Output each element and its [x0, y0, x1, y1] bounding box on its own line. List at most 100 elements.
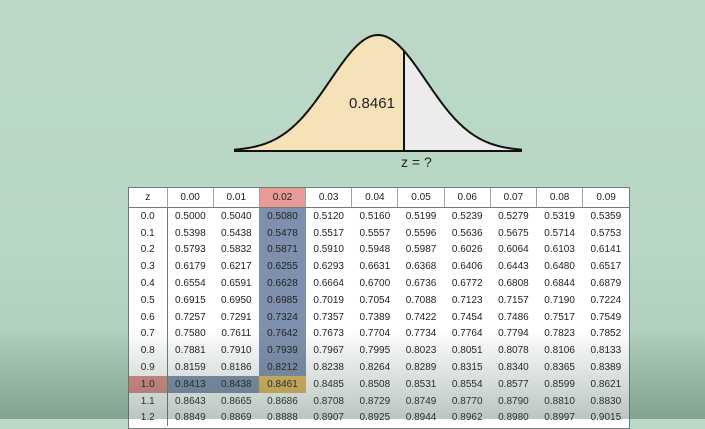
- probability-cell: 0.7995: [359, 345, 391, 357]
- table-row: 0.7 0.7580 0.7611 0.7642 0.7673 0.7704 0.7734 0…: [129, 325, 629, 343]
- probability-cell: 0.7549: [590, 311, 622, 323]
- probability-cell: 0.8554: [451, 378, 483, 390]
- probability-cell: 0.6141: [590, 244, 622, 256]
- probability-cell: 0.5000: [175, 210, 206, 222]
- probability-cell: 0.5199: [405, 210, 437, 222]
- row-z-label: 0.1: [129, 224, 168, 242]
- probability-cell: 0.8315: [451, 362, 483, 374]
- probability-cell: 0.7673: [313, 328, 344, 340]
- probability-cell: 0.7224: [590, 294, 622, 306]
- probability-cell: 0.7357: [313, 311, 344, 323]
- probability-cell: 0.8810: [544, 395, 575, 407]
- probability-cell: 0.8577: [498, 378, 529, 390]
- probability-cell: 0.6879: [590, 278, 622, 290]
- probability-cell: 0.6480: [544, 261, 575, 273]
- probability-cell: 0.5714: [544, 227, 575, 239]
- probability-cell: 0.7517: [544, 311, 575, 323]
- probability-cell: 0.6554: [175, 278, 206, 290]
- probability-cell: 0.8997: [544, 412, 575, 424]
- probability-cell: 0.8051: [451, 345, 483, 357]
- probability-cell: 0.7764: [451, 328, 483, 340]
- probability-cell: 0.7823: [544, 328, 575, 340]
- probability-cell: 0.8665: [220, 395, 252, 407]
- probability-cell: 0.6517: [590, 261, 622, 273]
- column-header: 0.07: [489, 188, 537, 208]
- probability-cell: 0.5987: [405, 244, 437, 256]
- row-z-label: 0.3: [129, 258, 168, 276]
- probability-cell: 0.8790: [498, 395, 529, 407]
- probability-cell: 0.7088: [405, 294, 437, 306]
- probability-cell: 0.8925: [359, 412, 391, 424]
- probability-cell: 0.7734: [405, 328, 437, 340]
- probability-cell: 0.8212: [259, 359, 306, 376]
- table-row: 0.2 0.5793 0.5832 0.5871 0.5910 0.5948 0.5987 0…: [129, 241, 629, 259]
- probability-cell: 0.5438: [220, 227, 252, 239]
- probability-cell: 0.7611: [221, 328, 252, 340]
- probability-cell: 0.8907: [313, 412, 344, 424]
- probability-cell: 0.5080: [259, 207, 306, 225]
- bell-curve-line: [233, 33, 523, 151]
- probability-cell: 0.7939: [259, 342, 306, 360]
- probability-cell: 0.8830: [590, 395, 622, 407]
- probability-cell: 0.7019: [313, 294, 344, 306]
- probability-cell: 0.5359: [590, 210, 622, 222]
- probability-cell: 0.7190: [544, 294, 575, 306]
- probability-cell: 0.6406: [451, 261, 483, 273]
- column-header: 0.04: [351, 188, 398, 208]
- probability-cell: 0.6772: [451, 278, 483, 290]
- row-z-label: 0.4: [129, 275, 168, 292]
- probability-cell: 0.6950: [220, 294, 252, 306]
- column-header: 0.08: [535, 188, 583, 208]
- column-header: 0.06: [443, 188, 491, 208]
- probability-cell: 0.8159: [175, 362, 206, 374]
- row-z-label: 0.8: [129, 342, 168, 360]
- probability-cell: 0.8289: [405, 362, 437, 374]
- probability-cell: 0.5596: [405, 227, 437, 239]
- column-header: 0.03: [305, 188, 352, 208]
- probability-cell: 0.7486: [498, 311, 529, 323]
- tail-area-right: [404, 50, 522, 151]
- column-header: 0.09: [582, 188, 629, 208]
- probability-cell: 0.6368: [405, 261, 437, 273]
- probability-cell: 0.8461: [259, 375, 306, 393]
- probability-cell: 0.6808: [498, 278, 529, 290]
- table-row: 0.6 0.7257 0.7291 0.7324 0.7357 0.7389 0.7422 0…: [129, 308, 629, 326]
- probability-cell: 0.5636: [451, 227, 483, 239]
- probability-cell: 0.6217: [220, 261, 252, 273]
- probability-cell: 0.8686: [267, 395, 298, 407]
- probability-cell: 0.7291: [220, 311, 252, 323]
- standard-normal-table: z 0.00 0.01 0.02 0.03 0.04 0.05 0.06 0.07 0.08 0.…: [129, 188, 629, 427]
- normal-curve-figure: 0.8461 z = ?: [233, 33, 523, 170]
- row-z-label: 1.1: [129, 392, 168, 410]
- probability-cell: 0.5753: [590, 227, 622, 239]
- probability-cell: 0.7967: [313, 345, 344, 357]
- probability-cell: 0.5557: [359, 227, 391, 239]
- row-z-label: 0.6: [129, 308, 168, 326]
- probability-cell: 0.6700: [359, 278, 391, 290]
- probability-cell: 0.8365: [544, 362, 575, 374]
- shaded-area-left: [234, 35, 404, 151]
- row-z-label: 0.2: [129, 241, 168, 259]
- table-row: 1.2 0.8849 0.8869 0.8888 0.8907 0.8925 0.8944 0…: [129, 409, 629, 427]
- z-question-label: z = ?: [401, 154, 432, 170]
- probability-cell: 0.8888: [267, 412, 298, 424]
- probability-cell: 0.8389: [590, 362, 622, 374]
- area-value-label: 0.8461: [349, 95, 395, 112]
- probability-cell: 0.6443: [498, 261, 529, 273]
- probability-cell: 0.5120: [313, 210, 344, 222]
- probability-cell: 0.5675: [498, 227, 529, 239]
- probability-cell: 0.6985: [259, 291, 306, 309]
- probability-cell: 0.8749: [405, 395, 437, 407]
- table-row: 1.0 0.8413 0.8438 0.8461 0.8485 0.8508 0.8531 0…: [129, 375, 629, 393]
- probability-cell: 0.8962: [451, 412, 483, 424]
- table-row: 0.4 0.6554 0.6591 0.6628 0.6664 0.6700 0.6736 0…: [129, 275, 629, 292]
- probability-cell: 0.8438: [213, 375, 260, 393]
- probability-cell: 0.8531: [405, 378, 437, 390]
- probability-cell: 0.8849: [175, 412, 206, 424]
- probability-cell: 0.7389: [359, 311, 391, 323]
- column-header: 0.01: [212, 188, 260, 208]
- probability-cell: 0.6915: [175, 294, 206, 306]
- probability-cell: 0.5239: [451, 210, 483, 222]
- row-z-label: 0.0: [129, 207, 168, 225]
- probability-cell: 0.5948: [359, 244, 391, 256]
